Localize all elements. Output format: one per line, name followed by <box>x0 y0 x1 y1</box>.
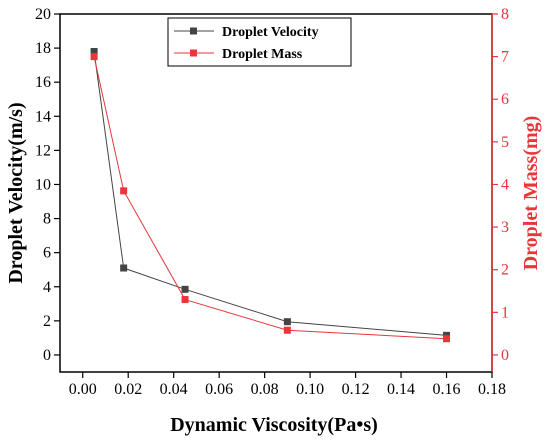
y-tick-label: 10 <box>35 176 51 193</box>
y-tick-label: 12 <box>35 142 51 159</box>
y2-tick-label: 0 <box>501 347 509 364</box>
data-point <box>120 264 128 272</box>
y2-tick-label: 6 <box>501 91 509 108</box>
y2-tick-label: 4 <box>501 176 509 193</box>
y-axis-title: Droplet Velocity(m/s) <box>5 102 27 283</box>
y-tick-label: 20 <box>35 6 51 23</box>
y2-tick-label: 8 <box>501 6 509 23</box>
x-tick-label: 0.10 <box>296 381 324 398</box>
x-tick-label: 0.18 <box>478 381 506 398</box>
y-axis-left: 0 2 4 6 8 10 12 14 16 18 20 <box>35 6 60 364</box>
y-tick-label: 8 <box>43 211 51 228</box>
x-tick-label: 0.00 <box>69 381 97 398</box>
legend: Droplet Velocity Droplet Mass <box>167 17 352 67</box>
y-tick-label: 16 <box>35 74 51 91</box>
y-tick-label: 14 <box>35 108 51 125</box>
x-tick-label: 0.02 <box>114 381 142 398</box>
data-point <box>90 48 98 56</box>
legend-marker-velocity <box>190 27 197 35</box>
data-point <box>90 53 98 61</box>
y2-tick-label: 7 <box>501 49 509 66</box>
y-tick-label: 6 <box>43 245 51 262</box>
x-tick-label: 0.06 <box>205 381 233 398</box>
y-tick-label: 4 <box>43 279 51 296</box>
data-point <box>443 335 451 343</box>
data-point <box>181 285 189 293</box>
y-axis-right: 0 1 2 3 4 5 6 7 8 <box>491 6 509 372</box>
y2-tick-label: 5 <box>501 134 509 151</box>
data-point <box>283 318 291 326</box>
y2-axis-title: Droplet Mass(mg) <box>520 116 542 271</box>
x-axis: 0.00 0.02 0.04 0.06 0.08 0.10 0.12 0.14 0.16 0.18 <box>69 372 506 398</box>
x-tick-label: 0.08 <box>251 381 279 398</box>
series-line-1 <box>93 56 447 340</box>
data-point <box>283 326 291 334</box>
y2-tick-label: 2 <box>501 262 509 279</box>
y2-tick-label: 3 <box>501 219 509 236</box>
x-axis-title: Dynamic Viscosity(Pa•s) <box>170 414 378 436</box>
legend-label-mass: Droplet Mass <box>222 47 303 62</box>
y-tick-label: 2 <box>43 313 51 330</box>
x-tick-label: 0.12 <box>342 381 370 398</box>
y-tick-label: 0 <box>43 347 51 364</box>
y-tick-label: 18 <box>35 40 51 57</box>
x-tick-label: 0.04 <box>160 381 188 398</box>
x-tick-label: 0.16 <box>433 381 461 398</box>
legend-label-velocity: Droplet Velocity <box>222 25 319 40</box>
y2-tick-label: 1 <box>501 304 509 321</box>
legend-box <box>167 17 352 67</box>
x-tick-label: 0.14 <box>387 381 415 398</box>
series-layer <box>90 48 451 343</box>
legend-marker-mass <box>190 49 197 57</box>
series-line-0 <box>93 51 447 336</box>
data-point <box>181 296 189 304</box>
data-point <box>120 187 128 195</box>
